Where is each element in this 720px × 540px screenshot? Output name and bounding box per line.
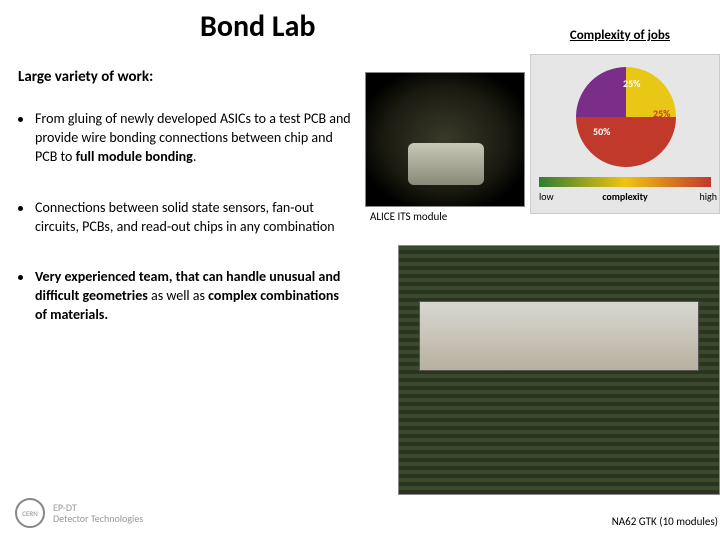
axis-label-low: low: [539, 190, 554, 203]
footer-text: EP-DT Detector Technologies: [53, 502, 143, 524]
image-detail: [419, 301, 699, 371]
bullet-icon: [18, 206, 23, 211]
pie-slice-label: 25%: [653, 107, 670, 120]
axis-gradient: [539, 177, 711, 187]
bullet-list: From gluing of newly developed ASICs to …: [18, 110, 353, 357]
pie-slice-label: 25%: [623, 77, 640, 90]
axis-label-mid: complexity: [602, 190, 648, 203]
chart-title: Complexity of jobs: [570, 28, 670, 43]
bullet-icon: [18, 117, 23, 122]
list-item: From gluing of newly developed ASICs to …: [18, 110, 353, 167]
bullet-icon: [18, 275, 23, 280]
bullet-text: From gluing of newly developed ASICs to …: [35, 110, 353, 167]
list-item: Very experienced team, that can handle u…: [18, 268, 353, 325]
subtitle: Large variety of work:: [18, 68, 153, 86]
list-item: Connections between solid state sensors,…: [18, 199, 353, 237]
slide-title: Bond Lab: [200, 8, 316, 45]
footer-dept: Detector Technologies: [53, 513, 143, 524]
image-alice-module: [365, 72, 525, 207]
footer: CERN EP-DT Detector Technologies: [15, 498, 143, 528]
bullet-text: Connections between solid state sensors,…: [35, 199, 353, 237]
pie-chart-panel: 25% 25% 50% low complexity high: [530, 54, 720, 214]
pie-slice-label: 50%: [593, 125, 610, 138]
bullet-text: Very experienced team, that can handle u…: [35, 268, 353, 325]
complexity-axis: low complexity high: [531, 177, 719, 201]
cern-logo-icon: CERN: [15, 498, 45, 528]
image-detail: [408, 143, 484, 185]
image-na62-module: [398, 245, 720, 495]
image-caption: NA62 GTK (10 modules): [612, 515, 718, 528]
image-caption: ALICE ITS module: [370, 210, 447, 223]
axis-label-high: high: [699, 190, 717, 203]
